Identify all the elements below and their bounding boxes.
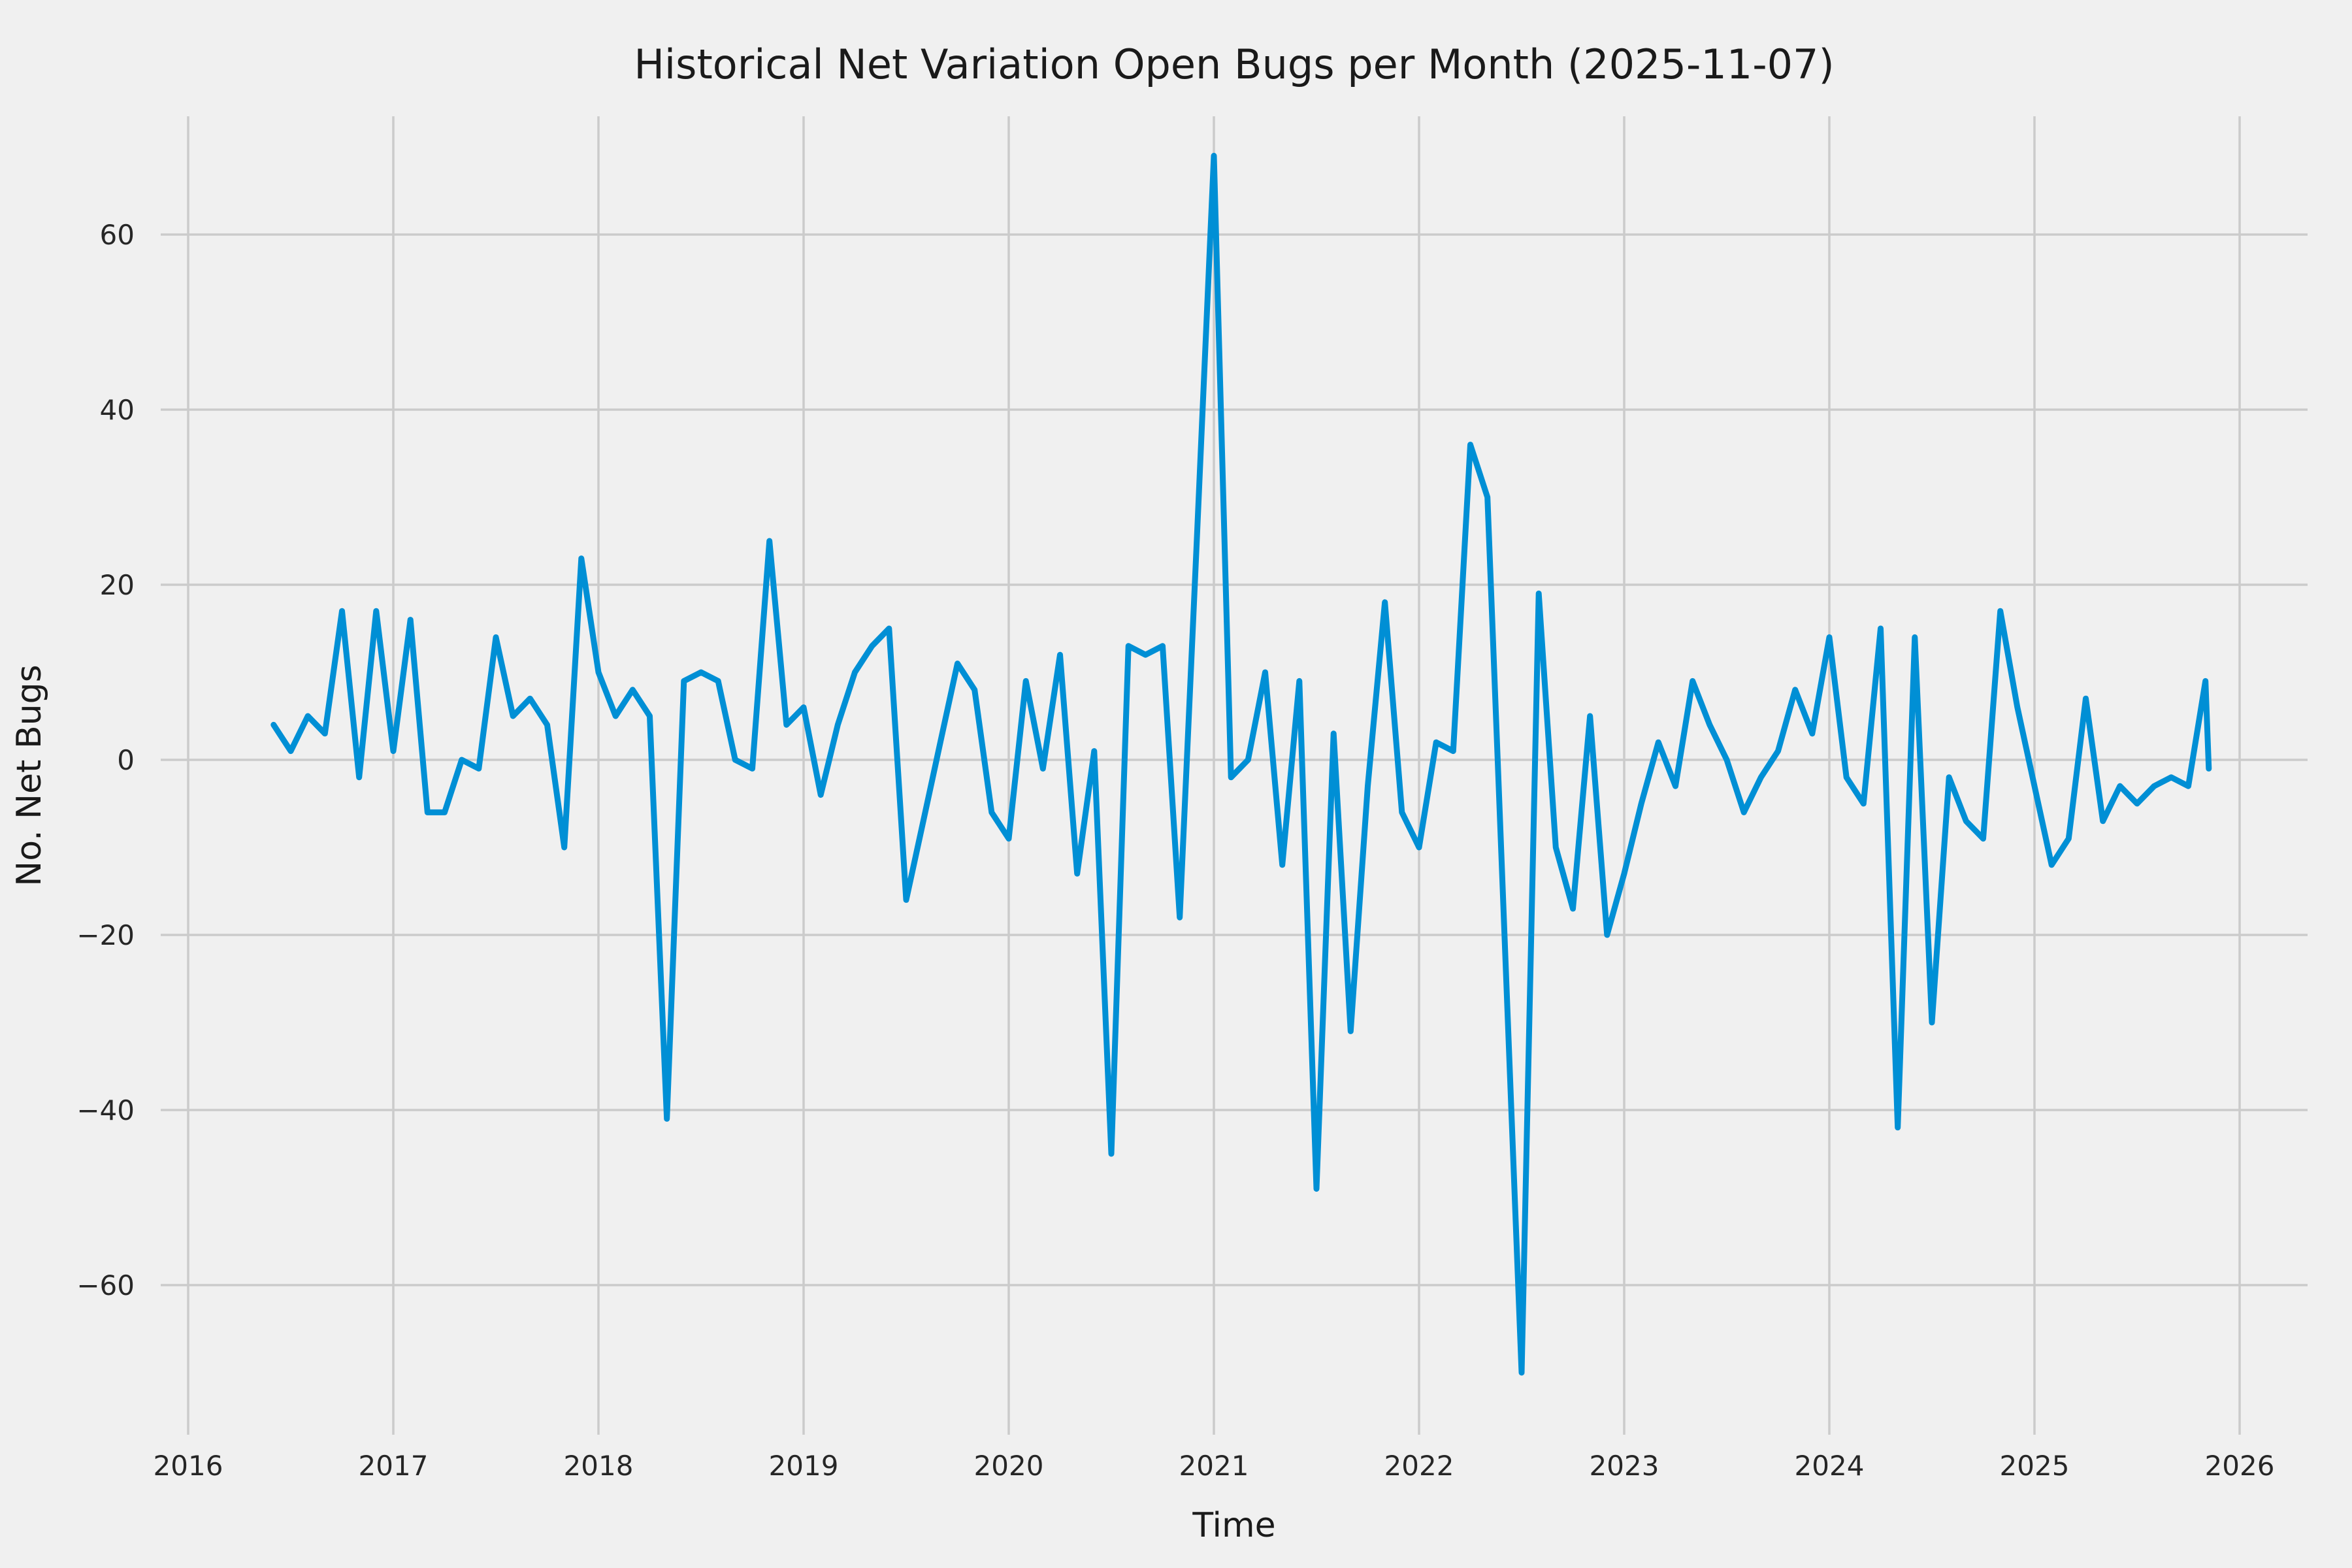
y-tick-label-0: 0 (117, 744, 135, 776)
y-tick-label--40: −40 (76, 1094, 135, 1126)
x-tick-label-2026: 2026 (2205, 1450, 2275, 1482)
chart-title: Historical Net Variation Open Bugs per M… (634, 41, 1834, 88)
x-tick-label-2020: 2020 (974, 1450, 1044, 1482)
y-tick-label-60: 60 (100, 219, 135, 251)
x-tick-label-2017: 2017 (359, 1450, 429, 1482)
x-tick-label-2018: 2018 (564, 1450, 634, 1482)
x-tick-label-2025: 2025 (2000, 1450, 2070, 1482)
x-axis-label: Time (1192, 1506, 1275, 1545)
x-tick-label-2022: 2022 (1384, 1450, 1454, 1482)
y-tick-label-20: 20 (100, 569, 135, 601)
axis-tick-labels: 2016 2017 2018 2019 2020 2021 2022 2023 2024 2025… (76, 219, 2274, 1482)
y-axis-label: No. Net Bugs (10, 664, 49, 886)
x-tick-label-2016: 2016 (154, 1450, 223, 1482)
net-bugs-line-series (270, 152, 2212, 1376)
y-tick-label-40: 40 (100, 394, 135, 426)
x-tick-label-2021: 2021 (1179, 1450, 1249, 1482)
y-tick-label--20: −20 (76, 919, 135, 951)
y-tick-label--60: −60 (76, 1269, 135, 1301)
x-tick-label-2019: 2019 (769, 1450, 839, 1482)
x-tick-label-2023: 2023 (1590, 1450, 1659, 1482)
x-tick-label-2024: 2024 (1795, 1450, 1865, 1482)
grid-lines (161, 116, 2308, 1435)
